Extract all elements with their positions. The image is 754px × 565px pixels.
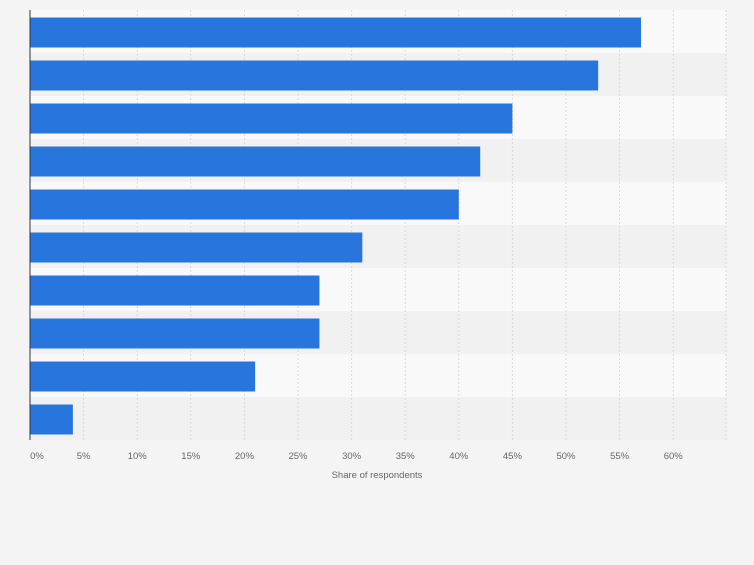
- x-tick-label-20: 20%: [235, 451, 255, 462]
- bar-6: [30, 275, 320, 306]
- row-band-9: [30, 397, 726, 440]
- bar-2: [30, 103, 513, 134]
- bar-7: [30, 318, 320, 349]
- bar-5: [30, 232, 363, 263]
- x-tick-labels: 0% 5% 10% 15% 20% 25% 30% 35% 40% 45% 50% 55% 60%: [30, 451, 683, 462]
- x-tick-label-10: 10%: [128, 451, 148, 462]
- bar-4: [30, 189, 459, 220]
- x-tick-label-60: 60%: [664, 451, 684, 462]
- bars: [30, 17, 642, 435]
- x-tick-label-30: 30%: [342, 451, 362, 462]
- x-tick-label-5: 5%: [77, 451, 91, 462]
- x-tick-label-35: 35%: [396, 451, 416, 462]
- x-tick-label-45: 45%: [503, 451, 523, 462]
- bar-9: [30, 404, 73, 435]
- x-tick-label-40: 40%: [449, 451, 469, 462]
- x-tick-label-25: 25%: [288, 451, 308, 462]
- x-tick-label-0: 0%: [30, 451, 44, 462]
- bar-8: [30, 361, 256, 392]
- bar-3: [30, 146, 481, 177]
- x-tick-label-55: 55%: [610, 451, 630, 462]
- x-tick-label-15: 15%: [181, 451, 201, 462]
- bar-1: [30, 60, 599, 91]
- x-axis-title: Share of respondents: [332, 470, 423, 481]
- x-tick-label-50: 50%: [556, 451, 576, 462]
- bar-0: [30, 17, 642, 48]
